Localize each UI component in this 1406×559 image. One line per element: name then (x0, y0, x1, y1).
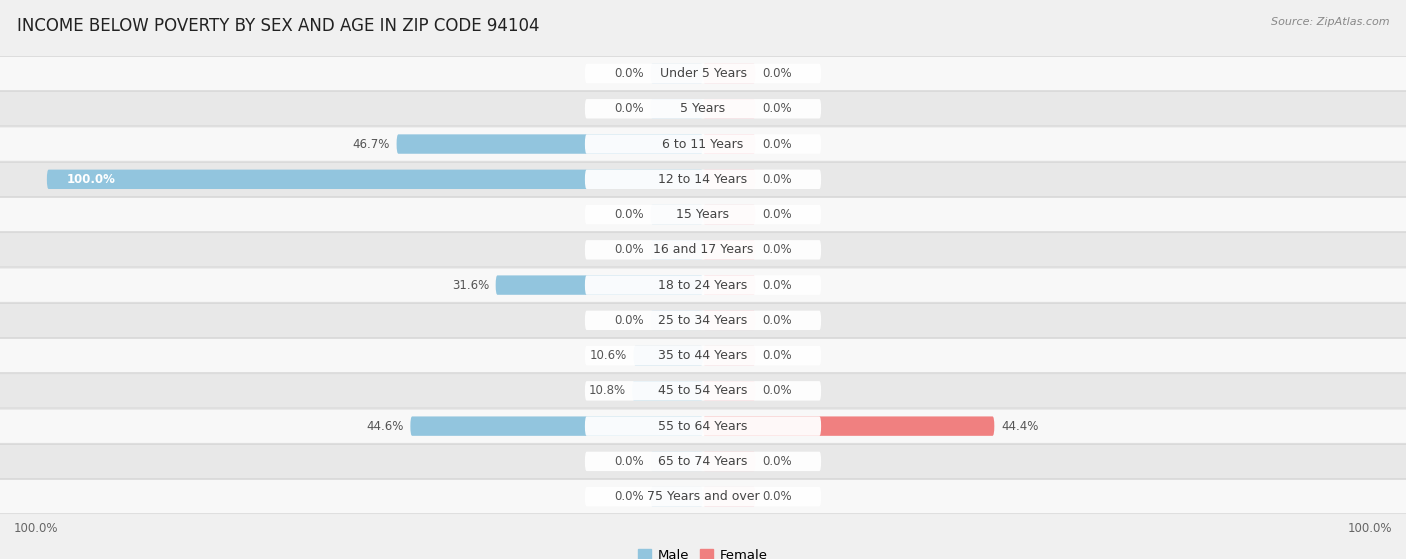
Text: 0.0%: 0.0% (614, 455, 644, 468)
FancyBboxPatch shape (703, 452, 755, 471)
FancyBboxPatch shape (411, 416, 703, 436)
FancyBboxPatch shape (0, 268, 1406, 302)
FancyBboxPatch shape (703, 416, 994, 436)
FancyBboxPatch shape (651, 311, 703, 330)
FancyBboxPatch shape (585, 416, 821, 436)
Text: 45 to 54 Years: 45 to 54 Years (658, 385, 748, 397)
FancyBboxPatch shape (703, 64, 755, 83)
FancyBboxPatch shape (703, 487, 755, 506)
FancyBboxPatch shape (585, 452, 821, 471)
Text: 10.8%: 10.8% (589, 385, 626, 397)
FancyBboxPatch shape (703, 311, 755, 330)
Text: 35 to 44 Years: 35 to 44 Years (658, 349, 748, 362)
FancyBboxPatch shape (703, 134, 755, 154)
Text: 0.0%: 0.0% (762, 490, 792, 503)
Text: 31.6%: 31.6% (451, 278, 489, 292)
FancyBboxPatch shape (634, 346, 703, 366)
FancyBboxPatch shape (703, 381, 755, 401)
FancyBboxPatch shape (585, 381, 821, 401)
FancyBboxPatch shape (585, 276, 821, 295)
FancyBboxPatch shape (0, 162, 1406, 196)
FancyBboxPatch shape (703, 346, 755, 366)
Text: Source: ZipAtlas.com: Source: ZipAtlas.com (1271, 17, 1389, 27)
FancyBboxPatch shape (46, 169, 703, 189)
Text: 12 to 14 Years: 12 to 14 Years (658, 173, 748, 186)
Text: 0.0%: 0.0% (762, 455, 792, 468)
FancyBboxPatch shape (0, 339, 1406, 373)
Text: 5 Years: 5 Years (681, 102, 725, 115)
FancyBboxPatch shape (651, 64, 703, 83)
Text: 0.0%: 0.0% (762, 173, 792, 186)
FancyBboxPatch shape (703, 99, 755, 119)
FancyBboxPatch shape (0, 409, 1406, 443)
Text: 0.0%: 0.0% (614, 314, 644, 327)
FancyBboxPatch shape (585, 487, 821, 506)
Text: 18 to 24 Years: 18 to 24 Years (658, 278, 748, 292)
Text: 46.7%: 46.7% (353, 138, 389, 150)
FancyBboxPatch shape (0, 233, 1406, 267)
Text: Under 5 Years: Under 5 Years (659, 67, 747, 80)
FancyBboxPatch shape (585, 169, 821, 189)
FancyBboxPatch shape (651, 99, 703, 119)
Text: 10.6%: 10.6% (589, 349, 627, 362)
FancyBboxPatch shape (651, 205, 703, 224)
Legend: Male, Female: Male, Female (633, 544, 773, 559)
Text: 0.0%: 0.0% (614, 102, 644, 115)
FancyBboxPatch shape (651, 240, 703, 259)
FancyBboxPatch shape (0, 480, 1406, 514)
FancyBboxPatch shape (0, 127, 1406, 161)
FancyBboxPatch shape (0, 374, 1406, 408)
FancyBboxPatch shape (585, 64, 821, 83)
Text: 16 and 17 Years: 16 and 17 Years (652, 243, 754, 257)
Text: 0.0%: 0.0% (614, 67, 644, 80)
Text: 0.0%: 0.0% (762, 138, 792, 150)
FancyBboxPatch shape (703, 205, 755, 224)
Text: 55 to 64 Years: 55 to 64 Years (658, 420, 748, 433)
Text: 0.0%: 0.0% (762, 243, 792, 257)
FancyBboxPatch shape (703, 169, 755, 189)
Text: 0.0%: 0.0% (762, 278, 792, 292)
FancyBboxPatch shape (0, 92, 1406, 126)
Text: 6 to 11 Years: 6 to 11 Years (662, 138, 744, 150)
FancyBboxPatch shape (633, 381, 703, 401)
FancyBboxPatch shape (585, 99, 821, 119)
FancyBboxPatch shape (585, 205, 821, 224)
FancyBboxPatch shape (585, 311, 821, 330)
Text: 0.0%: 0.0% (614, 208, 644, 221)
Text: 100.0%: 100.0% (66, 173, 115, 186)
FancyBboxPatch shape (396, 134, 703, 154)
Text: 0.0%: 0.0% (762, 67, 792, 80)
FancyBboxPatch shape (651, 487, 703, 506)
Text: 15 Years: 15 Years (676, 208, 730, 221)
FancyBboxPatch shape (0, 303, 1406, 338)
FancyBboxPatch shape (0, 444, 1406, 479)
FancyBboxPatch shape (496, 276, 703, 295)
Text: 75 Years and over: 75 Years and over (647, 490, 759, 503)
Text: 100.0%: 100.0% (1347, 523, 1392, 536)
Text: 44.6%: 44.6% (367, 420, 404, 433)
Text: INCOME BELOW POVERTY BY SEX AND AGE IN ZIP CODE 94104: INCOME BELOW POVERTY BY SEX AND AGE IN Z… (17, 17, 540, 35)
Text: 0.0%: 0.0% (762, 349, 792, 362)
FancyBboxPatch shape (585, 346, 821, 366)
Text: 0.0%: 0.0% (762, 208, 792, 221)
FancyBboxPatch shape (0, 56, 1406, 91)
FancyBboxPatch shape (703, 276, 755, 295)
Text: 100.0%: 100.0% (14, 523, 59, 536)
FancyBboxPatch shape (651, 452, 703, 471)
FancyBboxPatch shape (585, 134, 821, 154)
Text: 0.0%: 0.0% (614, 490, 644, 503)
Text: 0.0%: 0.0% (762, 385, 792, 397)
Text: 0.0%: 0.0% (762, 102, 792, 115)
FancyBboxPatch shape (703, 240, 755, 259)
Text: 25 to 34 Years: 25 to 34 Years (658, 314, 748, 327)
Text: 65 to 74 Years: 65 to 74 Years (658, 455, 748, 468)
Text: 44.4%: 44.4% (1001, 420, 1038, 433)
Text: 0.0%: 0.0% (614, 243, 644, 257)
FancyBboxPatch shape (0, 197, 1406, 231)
FancyBboxPatch shape (585, 240, 821, 259)
Text: 0.0%: 0.0% (762, 314, 792, 327)
